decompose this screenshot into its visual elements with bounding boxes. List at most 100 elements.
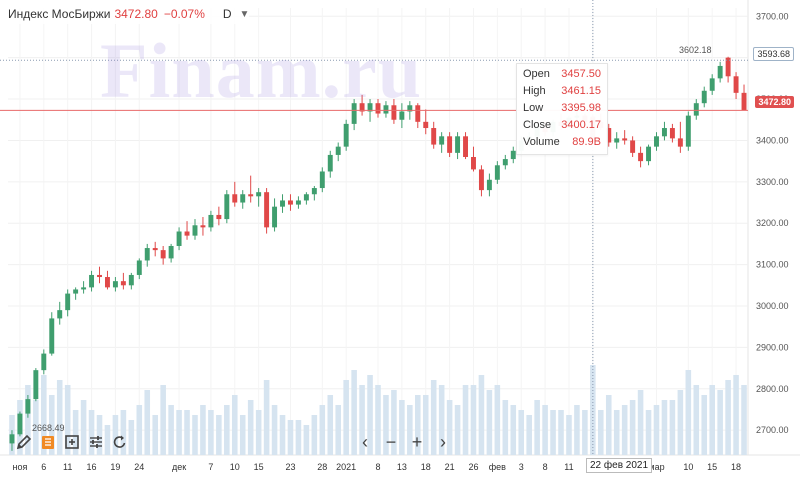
tooltip-row-low: Low 3395.98	[517, 100, 607, 117]
tooltip-label: Volume	[523, 136, 560, 148]
volume-bar	[335, 405, 341, 455]
chart-header: Индекс МосБиржи 3472.80 −0.07% D ▼	[8, 4, 250, 24]
volume-bar	[399, 400, 405, 455]
volume-bar	[287, 420, 294, 455]
candle-up	[295, 200, 301, 205]
candle-up	[208, 214, 214, 228]
candle-down	[741, 92, 747, 111]
volume-bar	[550, 410, 556, 455]
candle-up	[502, 159, 508, 166]
tooltip-row-volume: Volume 89.9B	[517, 134, 607, 151]
candle-down	[463, 136, 468, 157]
x-tick-label: мар	[648, 462, 664, 472]
volume-bar	[415, 395, 421, 455]
volume-bar	[637, 390, 644, 455]
interval-selector[interactable]: D ▼	[219, 6, 250, 22]
volume-bar	[136, 405, 143, 455]
scroll-left-button[interactable]: ‹	[362, 431, 368, 452]
volume-bar	[375, 385, 381, 455]
volume-bar	[558, 410, 564, 455]
scroll-right-button[interactable]: ›	[440, 431, 446, 452]
volume-bar	[271, 405, 278, 455]
y-tick-label: 3000.00	[756, 301, 789, 311]
candle-up	[614, 138, 620, 143]
volume-bar	[224, 405, 230, 455]
volume-bar	[725, 380, 731, 455]
volume-bar	[438, 385, 445, 455]
x-tick-label: ноя	[13, 462, 28, 472]
volume-bar	[566, 415, 572, 455]
overlay-lines	[0, 0, 748, 455]
volume-bar	[343, 380, 349, 455]
volume-bar	[152, 415, 158, 455]
candle-up	[383, 105, 389, 114]
candle-down	[288, 200, 293, 205]
candle-up	[272, 206, 278, 228]
volume-bar	[96, 415, 103, 455]
volume-bar	[351, 370, 357, 455]
volume-bar	[200, 405, 206, 455]
volume-bar	[72, 410, 79, 455]
candle-up	[327, 154, 333, 172]
x-tick-label: 21	[445, 462, 455, 472]
candle-down	[733, 76, 739, 93]
crosshair-price-tag: 3593.68	[753, 47, 794, 61]
x-tick-label: 26	[468, 462, 478, 472]
candle-up	[33, 370, 39, 400]
candle-up	[367, 103, 373, 112]
volume-bar	[454, 405, 461, 455]
pencil-icon[interactable]	[12, 431, 36, 453]
volume-bar	[359, 385, 365, 455]
volume-bar	[590, 365, 596, 455]
zoom-in-button[interactable]: +	[411, 431, 423, 452]
x-tick-label: 18	[731, 462, 741, 472]
candle-down	[184, 231, 190, 236]
x-tick-label: фев	[489, 462, 506, 472]
x-tick-label: 6	[41, 462, 46, 472]
x-tick-label: 11	[63, 462, 72, 472]
volume-bar	[709, 385, 715, 455]
candle-up	[136, 260, 142, 275]
crosshair-date-tag: 22 фев 2021	[586, 458, 653, 473]
chevron-down-icon[interactable]: ▼	[239, 8, 250, 20]
volume-bar	[430, 380, 437, 455]
reset-icon[interactable]	[108, 431, 132, 453]
volume-bar	[534, 400, 540, 455]
volume-bar	[446, 400, 453, 455]
volume-bar	[25, 385, 31, 455]
zoom-out-button[interactable]: −	[385, 431, 397, 452]
candle-up	[73, 289, 79, 294]
candle-up	[717, 65, 723, 79]
candle-down	[359, 103, 365, 112]
volume-bar	[192, 415, 198, 455]
settings-sliders-icon[interactable]	[84, 431, 108, 453]
drawing-toolbar	[12, 431, 132, 453]
y-axis: 2700.00 2800.00 2900.00 3000.00 3100.00 3200.…	[756, 11, 789, 435]
candle-up	[144, 248, 150, 261]
candle-up	[399, 111, 405, 120]
candle-up	[654, 136, 659, 147]
volume-bar	[661, 400, 668, 455]
volume-bar	[685, 370, 692, 455]
candle-up	[57, 310, 63, 319]
candle-up	[455, 136, 461, 153]
volume-bar	[574, 405, 580, 455]
interval-label[interactable]: D	[222, 7, 232, 21]
volume-bar	[48, 395, 55, 455]
candle-up	[280, 200, 285, 207]
volume-bar	[168, 405, 174, 455]
add-chart-icon[interactable]	[60, 431, 84, 453]
zoom-toolbar: ‹ − + ›	[352, 431, 456, 453]
x-tick-label: 8	[543, 462, 548, 472]
price-change: −0.07%	[163, 7, 205, 21]
tooltip-row-close: Close 3400.17	[517, 117, 607, 134]
candles-icon[interactable]	[36, 431, 60, 453]
candle-down	[232, 194, 238, 203]
candle-down	[200, 225, 206, 228]
volume-bar	[693, 385, 700, 455]
tooltip-row-open: Open 3457.50	[517, 66, 607, 83]
candle-down	[630, 140, 636, 153]
candle-up	[351, 103, 357, 124]
candle-down	[152, 248, 158, 251]
